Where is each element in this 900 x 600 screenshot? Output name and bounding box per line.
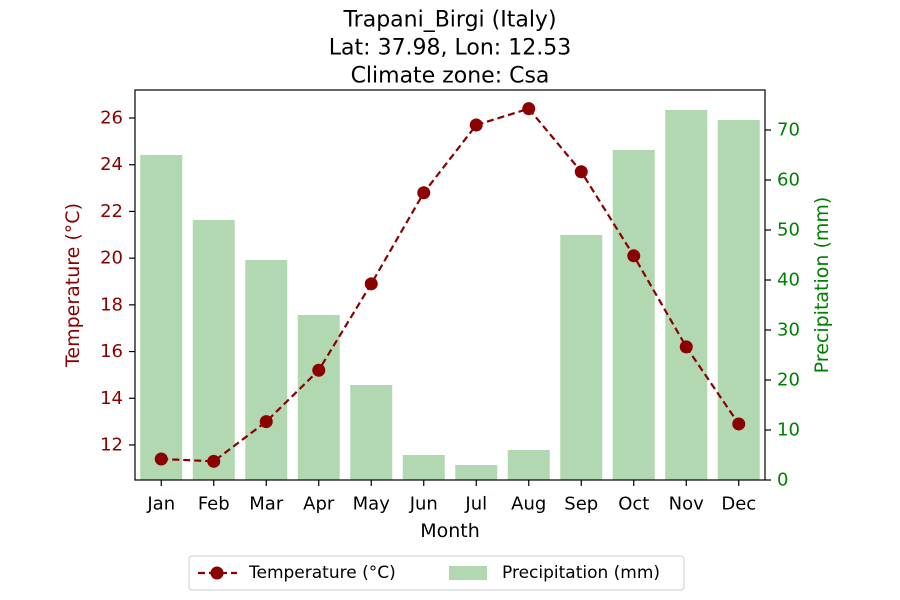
- temperature-line: [154, 102, 746, 468]
- temperature-point-feb: [207, 454, 221, 468]
- precipitation-bar-aug: [507, 450, 550, 480]
- temperature-point-jun: [417, 186, 431, 200]
- legend-temperature-marker: [210, 566, 224, 580]
- y-left-tick-label-20: 20: [100, 248, 123, 269]
- legend-precipitation-patch: [449, 566, 487, 580]
- temperature-point-may: [364, 277, 378, 291]
- y-axis-left: 12 14 16 18 20 22 24 26: [100, 108, 135, 455]
- x-tick-label-oct: Oct: [618, 494, 649, 515]
- temperature-point-nov: [679, 340, 693, 354]
- x-tick-label-jul: Jul: [464, 494, 487, 515]
- y-right-tick-label-20: 20: [777, 370, 800, 391]
- precipitation-bar-sep: [560, 235, 603, 480]
- temperature-point-jul: [469, 118, 483, 132]
- chart-title-line-3: Climate zone: Csa: [351, 64, 550, 89]
- temperature-series-line: [161, 107, 740, 463]
- temperature-point-jan: [154, 452, 168, 466]
- precipitation-bar-mar: [245, 260, 288, 480]
- temperature-point-aug: [522, 102, 536, 116]
- y-left-tick-label-26: 26: [100, 108, 123, 129]
- y-right-tick-label-0: 0: [777, 470, 788, 491]
- precipitation-bar-jan: [140, 155, 183, 480]
- y-right-tick-label-60: 60: [777, 170, 800, 191]
- y-left-tick-label-16: 16: [100, 341, 123, 362]
- precipitation-bar-jul: [455, 465, 498, 480]
- x-tick-label-feb: Feb: [198, 494, 230, 515]
- y-left-tick-label-18: 18: [100, 294, 123, 315]
- x-tick-label-may: May: [353, 494, 391, 515]
- precipitation-bar-may: [350, 385, 393, 480]
- legend: Temperature (°C) Precipitation (mm): [188, 555, 685, 591]
- legend-temperature-label: Temperature (°C): [248, 563, 396, 583]
- y-axis-right-label: Precipitation (mm): [811, 197, 833, 374]
- precipitation-bar-oct: [612, 150, 655, 480]
- x-tick-label-dec: Dec: [721, 494, 756, 515]
- y-right-tick-label-10: 10: [777, 420, 800, 441]
- y-left-tick-label-22: 22: [100, 201, 123, 222]
- precipitation-bars: [140, 110, 760, 480]
- x-tick-label-aug: Aug: [511, 494, 546, 515]
- plot-frame: [134, 89, 766, 481]
- y-right-tick-label-40: 40: [777, 270, 800, 291]
- y-right-tick-label-30: 30: [777, 320, 800, 341]
- x-tick-label-sep: Sep: [564, 494, 598, 515]
- temperature-point-oct: [627, 249, 641, 263]
- y-left-tick-label-24: 24: [100, 154, 123, 175]
- precipitation-bar-jun: [402, 455, 445, 480]
- x-tick-label-nov: Nov: [669, 494, 704, 515]
- temperature-point-apr: [312, 363, 326, 377]
- chart-title: Trapani_Birgi (Italy) Lat: 37.98, Lon: 12…: [329, 8, 571, 89]
- legend-precipitation-label: Precipitation (mm): [502, 563, 660, 583]
- y-right-tick-label-50: 50: [777, 220, 800, 241]
- x-tick-label-mar: Mar: [249, 494, 284, 515]
- chart-title-line-2: Lat: 37.98, Lon: 12.53: [329, 36, 571, 61]
- y-right-tick-label-70: 70: [777, 120, 800, 141]
- legend-box: [188, 555, 685, 591]
- y-axis-left-label: Temperature (°C): [62, 203, 84, 368]
- x-axis-label: Month: [420, 520, 480, 542]
- x-tick-label-jan: Jan: [146, 494, 175, 515]
- chart-title-line-1: Trapani_Birgi (Italy): [342, 8, 556, 33]
- temperature-point-mar: [259, 415, 273, 429]
- precipitation-bar-nov: [665, 110, 708, 480]
- x-tick-label-apr: Apr: [303, 494, 335, 515]
- x-tick-label-jun: Jun: [409, 494, 438, 515]
- y-left-tick-label-14: 14: [100, 388, 123, 409]
- precipitation-bar-apr: [297, 315, 340, 480]
- y-left-tick-label-12: 12: [100, 434, 123, 455]
- x-axis: Jan Feb Mar Apr May Jun Jul Aug Sep Oct Nov Dec: [146, 480, 756, 515]
- y-axis-right: 0 10 20 30 40 50 60 70: [765, 120, 800, 491]
- precipitation-bar-feb: [192, 220, 235, 480]
- temperature-point-sep: [574, 165, 588, 179]
- temperature-point-dec: [732, 417, 746, 431]
